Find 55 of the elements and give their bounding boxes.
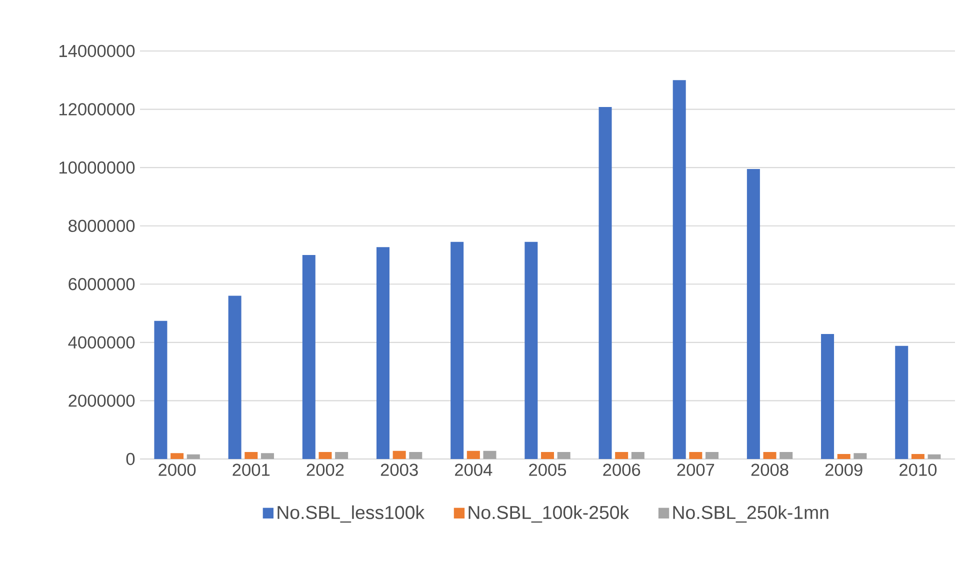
bar [524, 242, 538, 459]
x-tick-label: 2008 [751, 464, 788, 476]
bar [335, 452, 348, 459]
y-tick-label: 8000000 [68, 220, 135, 232]
bar [450, 242, 464, 459]
bar [483, 450, 496, 459]
bar [154, 320, 168, 459]
bar [763, 452, 776, 459]
y-tick-label: 14000000 [59, 44, 135, 58]
bar [672, 80, 686, 459]
bar [228, 296, 242, 459]
bar [244, 452, 258, 459]
x-tick-label: 2010 [900, 464, 937, 476]
x-tick-label: 2007 [677, 464, 714, 476]
bar [409, 452, 422, 459]
bar [376, 247, 390, 459]
bar [911, 454, 924, 459]
bar [821, 334, 834, 459]
bar [780, 452, 793, 459]
x-tick-label: 2001 [232, 464, 270, 476]
bar [170, 453, 184, 459]
y-tick-label: 2000000 [68, 394, 135, 407]
legend-label: No.SBL_100k-250k [468, 505, 630, 523]
x-tick-label: 2006 [603, 464, 640, 476]
bar [186, 454, 200, 459]
y-tick-label: 10000000 [59, 161, 135, 174]
bar [615, 452, 628, 459]
bar [928, 454, 941, 459]
bar [466, 450, 480, 459]
y-tick-label: 6000000 [68, 278, 135, 290]
bar [895, 346, 908, 459]
bar [746, 169, 760, 459]
legend-label: No.SBL_less100k [278, 505, 425, 523]
y-tick-label: 4000000 [68, 336, 135, 349]
bar [631, 452, 644, 459]
bar [302, 254, 316, 459]
x-tick-label: 2002 [306, 464, 344, 476]
y-tick-label: 12000000 [59, 103, 135, 116]
x-tick-label: 2009 [825, 464, 862, 476]
bar [557, 452, 570, 459]
bar [318, 452, 332, 459]
x-tick-label: 2003 [380, 464, 418, 476]
x-tick-label: 2004 [455, 464, 492, 476]
x-tick-label: 2000 [158, 464, 196, 476]
bar [706, 452, 719, 459]
x-tick-label: 2005 [529, 464, 566, 476]
bar [260, 453, 274, 459]
legend-label: No.SBL_250k-1mn [673, 505, 828, 523]
bar [854, 453, 867, 459]
bar [541, 452, 554, 459]
y-tick-label: 0 [126, 452, 135, 466]
bar [837, 454, 850, 459]
bar [392, 450, 406, 459]
bar [689, 452, 702, 459]
bar [598, 106, 612, 459]
